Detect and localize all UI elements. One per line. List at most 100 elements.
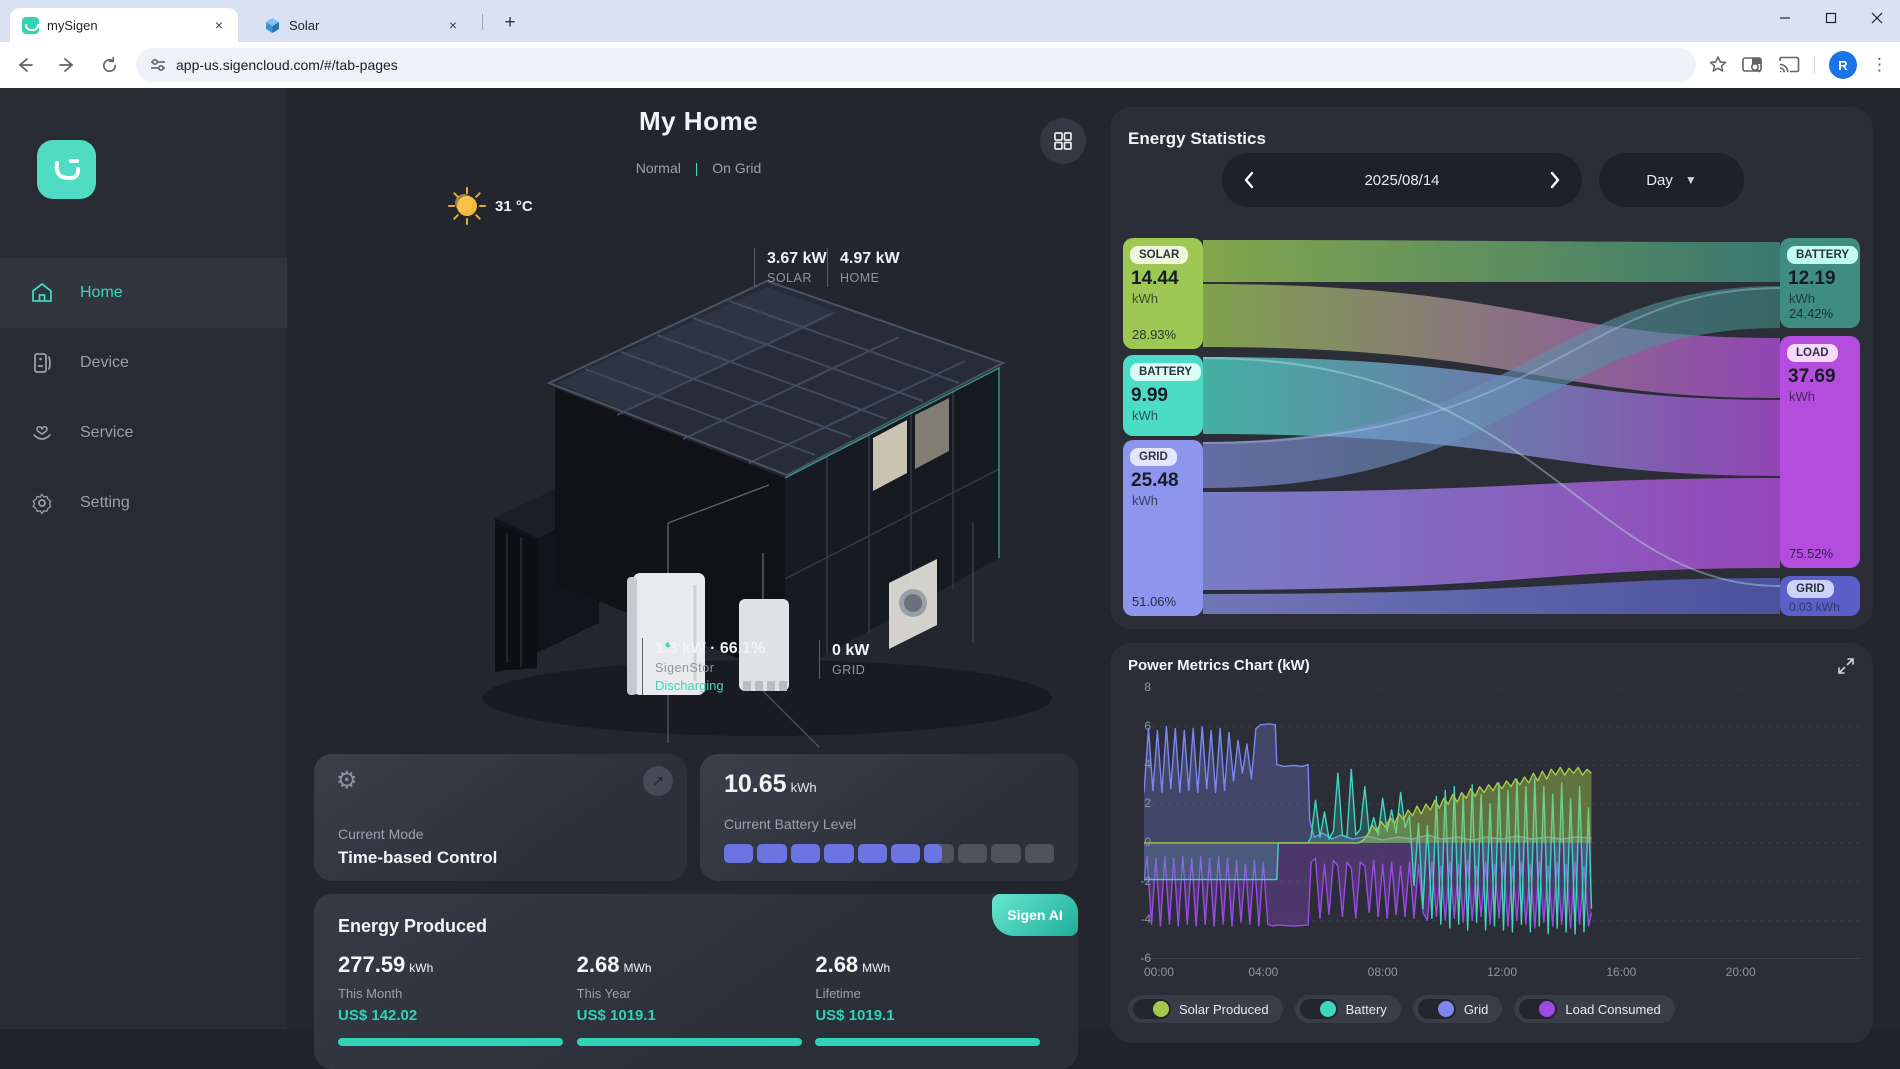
chart-legend: Solar Produced Battery Grid Load Consumed	[1128, 995, 1675, 1023]
y-tick-label: 4	[1125, 757, 1151, 771]
tab-close-icon[interactable]: ×	[210, 16, 228, 34]
year-label: This Year	[577, 986, 816, 1001]
solar-kwh-unit: kWh	[1132, 291, 1203, 306]
battery-segment	[958, 844, 987, 863]
energy-statistics-title: Energy Statistics	[1128, 129, 1266, 149]
month-unit: kWh	[409, 961, 433, 975]
sankey-flows	[1123, 238, 1860, 616]
battery-in-badge: BATTERY	[1787, 246, 1858, 264]
service-icon	[30, 421, 54, 445]
sidebar: Home Device Service Setting	[0, 88, 287, 1029]
weather-widget: 31 °C	[447, 186, 533, 226]
x-tick-label: 08:00	[1368, 965, 1398, 979]
open-mode-button[interactable]: ↗	[643, 766, 673, 796]
period-value: Day	[1646, 172, 1673, 189]
lifetime-money: US$ 1019.1	[815, 1007, 1054, 1024]
battery-unit: kWh	[791, 780, 817, 795]
legend-toggle-load-consumed[interactable]: Load Consumed	[1514, 995, 1674, 1023]
grid-export-badge: GRID	[1787, 580, 1834, 598]
y-tick-label: -4	[1125, 912, 1151, 926]
battery-segment	[991, 844, 1020, 863]
tab-mysigen[interactable]: mySigen ×	[10, 8, 238, 42]
url-bar[interactable]: app-us.sigencloud.com/#/tab-pages	[136, 48, 1696, 82]
site-settings-icon[interactable]	[150, 57, 166, 73]
solar-label: SOLAR	[767, 271, 827, 285]
prev-day-button[interactable]	[1242, 171, 1256, 189]
close-button[interactable]	[1854, 0, 1900, 36]
forward-button[interactable]	[50, 48, 84, 82]
bookmark-star-icon[interactable]	[1708, 55, 1728, 75]
lifetime-progress-bar	[815, 1038, 1040, 1046]
sidebar-item-setting[interactable]: Setting	[0, 468, 287, 538]
reload-button[interactable]	[92, 48, 126, 82]
tab-solar[interactable]: Solar ×	[252, 8, 472, 42]
grid-import-kwh-value: 25.48	[1131, 470, 1203, 492]
energy-produced-year: 2.68MWh This Year US$ 1019.1	[577, 952, 816, 1046]
solar-metric: 3.67 kW SOLAR	[754, 248, 827, 287]
y-tick-label: 8	[1125, 680, 1151, 694]
layout-switch-button[interactable]	[1040, 118, 1086, 164]
browser-chrome: mySigen × Solar × + app-us.sigencloud.co…	[0, 0, 1900, 88]
profile-avatar[interactable]: R	[1829, 51, 1857, 79]
date-selector[interactable]: 2025/08/14	[1222, 153, 1582, 207]
maximize-button[interactable]	[1808, 0, 1854, 36]
battery-segment	[757, 844, 786, 863]
period-dropdown[interactable]: Day ▼	[1599, 153, 1744, 207]
grid-export-kwh-value: 0.03 kWh	[1789, 600, 1860, 614]
sigen-ai-button[interactable]: Sigen AI	[992, 894, 1078, 936]
x-tick-label: 20:00	[1726, 965, 1756, 979]
storage-state: Discharging	[655, 678, 765, 693]
sidebar-item-label: Home	[80, 284, 123, 302]
expand-icon[interactable]	[1837, 657, 1855, 680]
legend-toggle-solar-produced[interactable]: Solar Produced	[1128, 995, 1283, 1023]
energy-produced-title: Energy Produced	[338, 916, 487, 937]
battery-in-kwh-value: 12.19	[1788, 268, 1860, 290]
month-value: 277.59	[338, 952, 405, 977]
browser-menu-icon[interactable]: ⋮	[1871, 55, 1888, 75]
x-tick-label: 04:00	[1248, 965, 1278, 979]
sankey-node-load: LOAD 37.69 kWh 75.52%	[1780, 336, 1860, 568]
sidebar-item-label: Service	[80, 424, 133, 442]
year-unit: MWh	[624, 961, 652, 975]
tab-label: mySigen	[47, 18, 98, 33]
month-progress-bar	[338, 1038, 563, 1046]
legend-dot	[1438, 1001, 1454, 1017]
home-label: HOME	[840, 271, 900, 285]
sidebar-item-home[interactable]: Home	[0, 258, 287, 328]
new-tab-button[interactable]: +	[497, 10, 523, 36]
battery-level-card[interactable]: 10.65kWh Current Battery Level	[700, 754, 1078, 881]
sidebar-item-device[interactable]: Device	[0, 328, 287, 398]
sankey-node-battery-out: BATTERY 9.99 kWh	[1123, 355, 1203, 436]
battery-level-label: Current Battery Level	[724, 816, 856, 832]
sidebar-item-service[interactable]: Service	[0, 398, 287, 468]
current-mode-card[interactable]: ⚙ ↗ Current Mode Time-based Control	[314, 754, 687, 881]
next-day-button[interactable]	[1548, 171, 1562, 189]
back-button[interactable]	[8, 48, 42, 82]
energy-produced-lifetime: 2.68MWh Lifetime US$ 1019.1	[815, 952, 1054, 1046]
y-tick-label: 6	[1125, 719, 1151, 733]
sankey-node-grid-export: GRID 0.03 kWh	[1780, 576, 1860, 616]
toolbar-right: R ⋮	[1708, 51, 1888, 79]
status-grid: On Grid	[712, 160, 761, 176]
year-progress-bar	[577, 1038, 802, 1046]
home-power-value: 4.97 kW	[840, 250, 900, 268]
power-chart-plot	[1144, 688, 1860, 959]
load-percentage: 75.52%	[1789, 546, 1833, 561]
legend-toggle-battery[interactable]: Battery	[1295, 995, 1401, 1023]
battery-segment	[724, 844, 753, 863]
minimize-button[interactable]	[1762, 0, 1808, 36]
lifetime-unit: MWh	[862, 961, 890, 975]
arrow-up-right-icon: ↗	[652, 772, 665, 790]
search-tabs-icon[interactable]	[1742, 55, 1764, 75]
solar-power-value: 3.67 kW	[767, 250, 827, 268]
tab-close-icon[interactable]: ×	[444, 16, 462, 34]
battery-out-kwh-unit: kWh	[1132, 408, 1203, 423]
flow-grid-to-load	[1203, 478, 1780, 590]
battery-energy-value: 10.65kWh	[724, 770, 817, 799]
storage-power-value: 1.3 kW · 66.1%	[655, 640, 765, 658]
cast-icon[interactable]	[1778, 55, 1800, 75]
tab-label: Solar	[289, 18, 319, 33]
page-title: My Home	[287, 106, 1110, 137]
gear-icon: ⚙	[336, 766, 358, 795]
legend-toggle-grid[interactable]: Grid	[1413, 995, 1503, 1023]
